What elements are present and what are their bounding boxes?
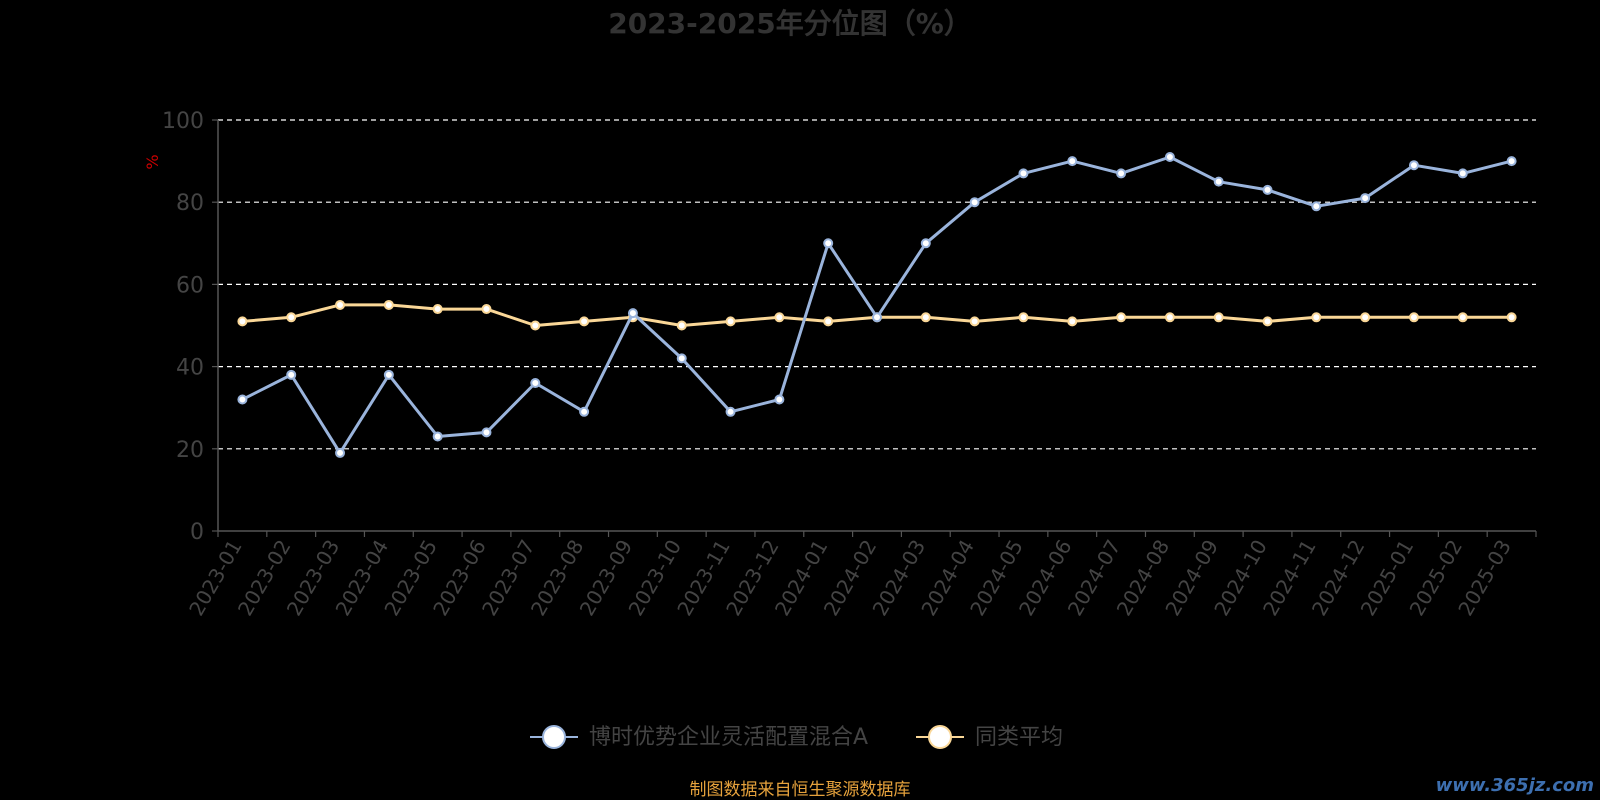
data-point[interactable]: [1311, 312, 1322, 323]
y-tick-label: 0: [190, 520, 204, 545]
data-point[interactable]: [1018, 168, 1029, 179]
data-point[interactable]: [1262, 316, 1273, 327]
y-axis-label: %: [143, 154, 162, 169]
data-point[interactable]: [1116, 312, 1127, 323]
legend-item-fund[interactable]: 博时优势企业灵活配置混合A: [530, 725, 868, 750]
data-point[interactable]: [1360, 193, 1371, 204]
series-0: [237, 151, 1517, 458]
y-tick-label: 60: [176, 273, 204, 298]
data-point[interactable]: [1408, 160, 1419, 171]
data-point[interactable]: [1213, 312, 1224, 323]
data-point[interactable]: [1067, 156, 1078, 167]
grid: [218, 119, 1536, 450]
data-point[interactable]: [579, 316, 590, 327]
axes: [217, 120, 1536, 532]
data-point[interactable]: [823, 316, 834, 327]
data-point[interactable]: [530, 320, 541, 331]
data-point[interactable]: [1116, 168, 1127, 179]
data-point[interactable]: [383, 299, 394, 310]
legend-label-average: 同类平均: [975, 725, 1063, 750]
data-point[interactable]: [432, 431, 443, 442]
legend[interactable]: 博时优势企业灵活配置混合A 同类平均: [530, 725, 1063, 750]
y-tick-label: 80: [176, 191, 204, 216]
data-point[interactable]: [676, 353, 687, 364]
data-point[interactable]: [1164, 312, 1175, 323]
data-point[interactable]: [579, 406, 590, 417]
data-point[interactable]: [1360, 312, 1371, 323]
data-point[interactable]: [969, 197, 980, 208]
data-point[interactable]: [1457, 168, 1468, 179]
y-ticks: 0 20 40 60 80 100: [162, 109, 218, 545]
source-note: 制图数据来自恒生聚源数据库: [690, 780, 911, 800]
y-tick-label: 40: [176, 356, 204, 381]
x-ticks: 2023-012023-022023-032023-042023-052023-…: [184, 531, 1537, 620]
data-point[interactable]: [432, 304, 443, 315]
data-point[interactable]: [774, 312, 785, 323]
data-point[interactable]: [725, 316, 736, 327]
data-point[interactable]: [1262, 184, 1273, 195]
data-point[interactable]: [1164, 151, 1175, 162]
data-point[interactable]: [481, 304, 492, 315]
chart-title: 2023-2025年分位图（%）: [608, 7, 972, 40]
data-point[interactable]: [1311, 201, 1322, 212]
data-point[interactable]: [286, 312, 297, 323]
data-point[interactable]: [1506, 312, 1517, 323]
data-point[interactable]: [530, 378, 541, 389]
data-point[interactable]: [676, 320, 687, 331]
watermark: www.365jz.com: [1435, 775, 1594, 796]
data-point[interactable]: [1018, 312, 1029, 323]
data-point[interactable]: [335, 447, 346, 458]
legend-label-fund: 博时优势企业灵活配置混合A: [589, 725, 868, 750]
data-point[interactable]: [237, 316, 248, 327]
data-point[interactable]: [823, 238, 834, 249]
data-point[interactable]: [774, 394, 785, 405]
y-tick-label: 100: [162, 109, 204, 134]
data-point[interactable]: [969, 316, 980, 327]
data-point[interactable]: [1213, 176, 1224, 187]
data-point[interactable]: [1457, 312, 1468, 323]
legend-item-average[interactable]: 同类平均: [916, 725, 1063, 750]
series-line: [241, 155, 1512, 455]
series: [237, 151, 1517, 458]
data-point[interactable]: [920, 312, 931, 323]
data-point[interactable]: [1067, 316, 1078, 327]
data-point[interactable]: [286, 369, 297, 380]
data-point[interactable]: [1408, 312, 1419, 323]
data-point[interactable]: [872, 312, 882, 323]
data-point[interactable]: [383, 369, 394, 380]
data-point[interactable]: [1506, 156, 1517, 167]
data-point[interactable]: [725, 406, 736, 417]
data-point[interactable]: [627, 308, 638, 319]
y-tick-label: 20: [176, 438, 204, 463]
data-point[interactable]: [237, 394, 248, 405]
data-point[interactable]: [481, 427, 492, 438]
data-point[interactable]: [920, 238, 931, 249]
data-point[interactable]: [335, 299, 346, 310]
